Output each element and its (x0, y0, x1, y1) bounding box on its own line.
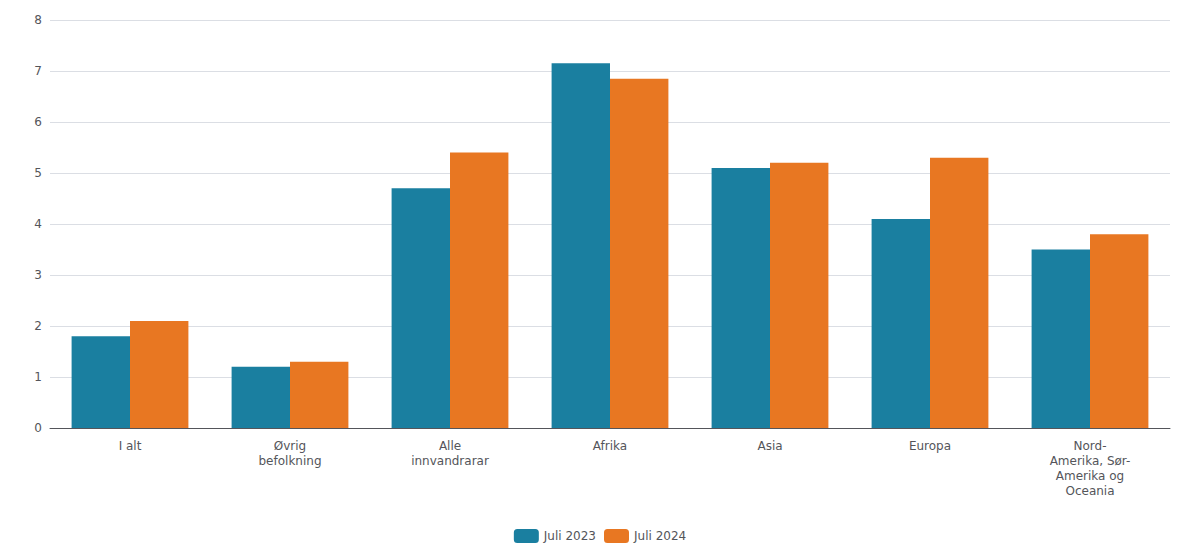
svg-text:Øvrig: Øvrig (274, 439, 306, 453)
svg-text:7: 7 (34, 64, 42, 78)
svg-text:Alle: Alle (439, 439, 461, 453)
svg-text:Oceania: Oceania (1065, 484, 1114, 498)
svg-text:Nord-: Nord- (1074, 439, 1107, 453)
svg-text:8: 8 (34, 13, 42, 27)
svg-text:innvandrarar: innvandrarar (411, 454, 489, 468)
svg-text:2: 2 (34, 319, 42, 333)
svg-text:Juli 2024: Juli 2024 (633, 529, 686, 543)
svg-text:0: 0 (34, 421, 42, 435)
svg-text:4: 4 (34, 217, 42, 231)
svg-text:Europa: Europa (909, 439, 951, 453)
svg-text:6: 6 (34, 115, 42, 129)
svg-text:I alt: I alt (119, 439, 142, 453)
svg-text:Amerika, Sør-: Amerika, Sør- (1050, 454, 1131, 468)
svg-text:Amerika og: Amerika og (1056, 469, 1124, 483)
svg-text:Asia: Asia (757, 439, 782, 453)
svg-text:3: 3 (34, 268, 42, 282)
svg-text:1: 1 (34, 370, 42, 384)
svg-text:befolkning: befolkning (258, 454, 321, 468)
svg-text:Afrika: Afrika (593, 439, 627, 453)
svg-text:Juli 2023: Juli 2023 (543, 529, 596, 543)
svg-text:5: 5 (34, 166, 42, 180)
